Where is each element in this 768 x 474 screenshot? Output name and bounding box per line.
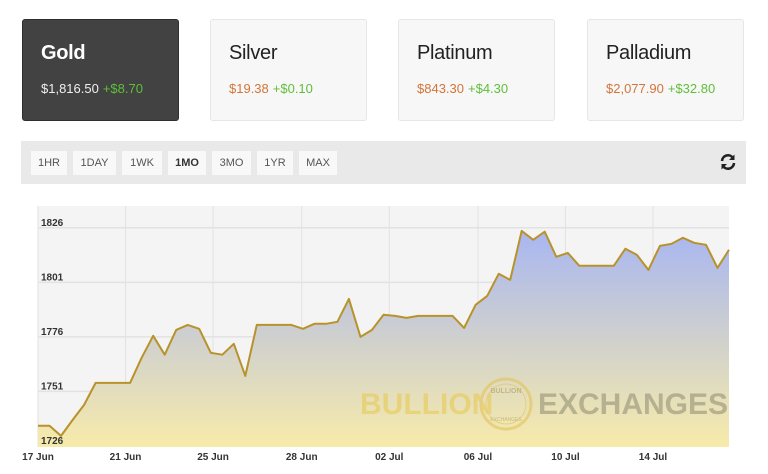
x-tick-label: 28 Jun	[286, 452, 318, 463]
watermark-seal-top: BULLION	[490, 388, 521, 395]
range-button-1hr[interactable]: 1HR	[31, 151, 67, 175]
metal-name: Platinum	[417, 42, 493, 64]
y-tick-label: 1726	[41, 436, 64, 447]
watermark-left: BULLION	[360, 388, 493, 421]
watermark-seal-inner	[485, 383, 527, 425]
range-button-3mo[interactable]: 3MO	[212, 151, 251, 175]
x-tick-label: 10 Jul	[551, 452, 580, 463]
y-tick-label: 1801	[41, 272, 64, 283]
bullion-exchanges-watermark: BULLION BULLION EXCHANGES EXCHANGES	[360, 377, 728, 431]
range-button-max[interactable]: MAX	[299, 151, 337, 175]
metal-change: +$32.80	[667, 81, 716, 96]
metal-price: $2,077.90	[606, 81, 664, 96]
range-button-1mo[interactable]: 1MO	[168, 151, 206, 175]
metal-change: +$4.30	[468, 81, 509, 96]
range-button-1day[interactable]: 1DAY	[73, 151, 116, 175]
x-tick-label: 14 Jul	[639, 452, 668, 463]
range-toolbar: 1HR 1DAY 1WK 1MO 3MO 1YR MAX	[21, 141, 746, 184]
metal-price: $843.30	[417, 81, 464, 96]
metal-card-gold[interactable]: Gold $1,816.50 +$8.70	[22, 19, 179, 121]
x-tick-label: 25 Jun	[197, 452, 229, 463]
metal-card-platinum[interactable]: Platinum $843.30 +$4.30	[398, 19, 555, 121]
metal-price: $19.38	[229, 81, 269, 96]
price-line	[38, 229, 730, 437]
watermark-seal	[479, 377, 533, 431]
y-tick-label: 1751	[41, 381, 64, 392]
x-tick-label: 06 Jul	[464, 452, 493, 463]
range-button-1yr[interactable]: 1YR	[257, 151, 293, 175]
refresh-icon[interactable]	[719, 153, 737, 171]
metal-name: Palladium	[606, 42, 692, 64]
x-tick-label: 02 Jul	[375, 452, 404, 463]
metal-name: Silver	[229, 42, 278, 64]
metal-card-palladium[interactable]: Palladium $2,077.90 +$32.80	[587, 19, 744, 121]
watermark-seal-bottom: EXCHANGES	[490, 417, 522, 423]
price-area	[38, 230, 729, 447]
metal-card-silver[interactable]: Silver $19.38 +$0.10	[210, 19, 367, 121]
x-tick-label: 21 Jun	[110, 452, 142, 463]
metal-price: $1,816.50	[41, 81, 99, 96]
metal-name: Gold	[41, 42, 86, 64]
metal-change: +$0.10	[272, 81, 313, 96]
watermark-right: EXCHANGES	[538, 388, 728, 421]
y-tick-label: 1776	[41, 327, 64, 338]
metal-change: +$8.70	[102, 81, 143, 96]
x-tick-label: 17 Jun	[22, 452, 54, 463]
range-button-1wk[interactable]: 1WK	[122, 151, 162, 175]
y-tick-label: 1826	[41, 218, 64, 229]
